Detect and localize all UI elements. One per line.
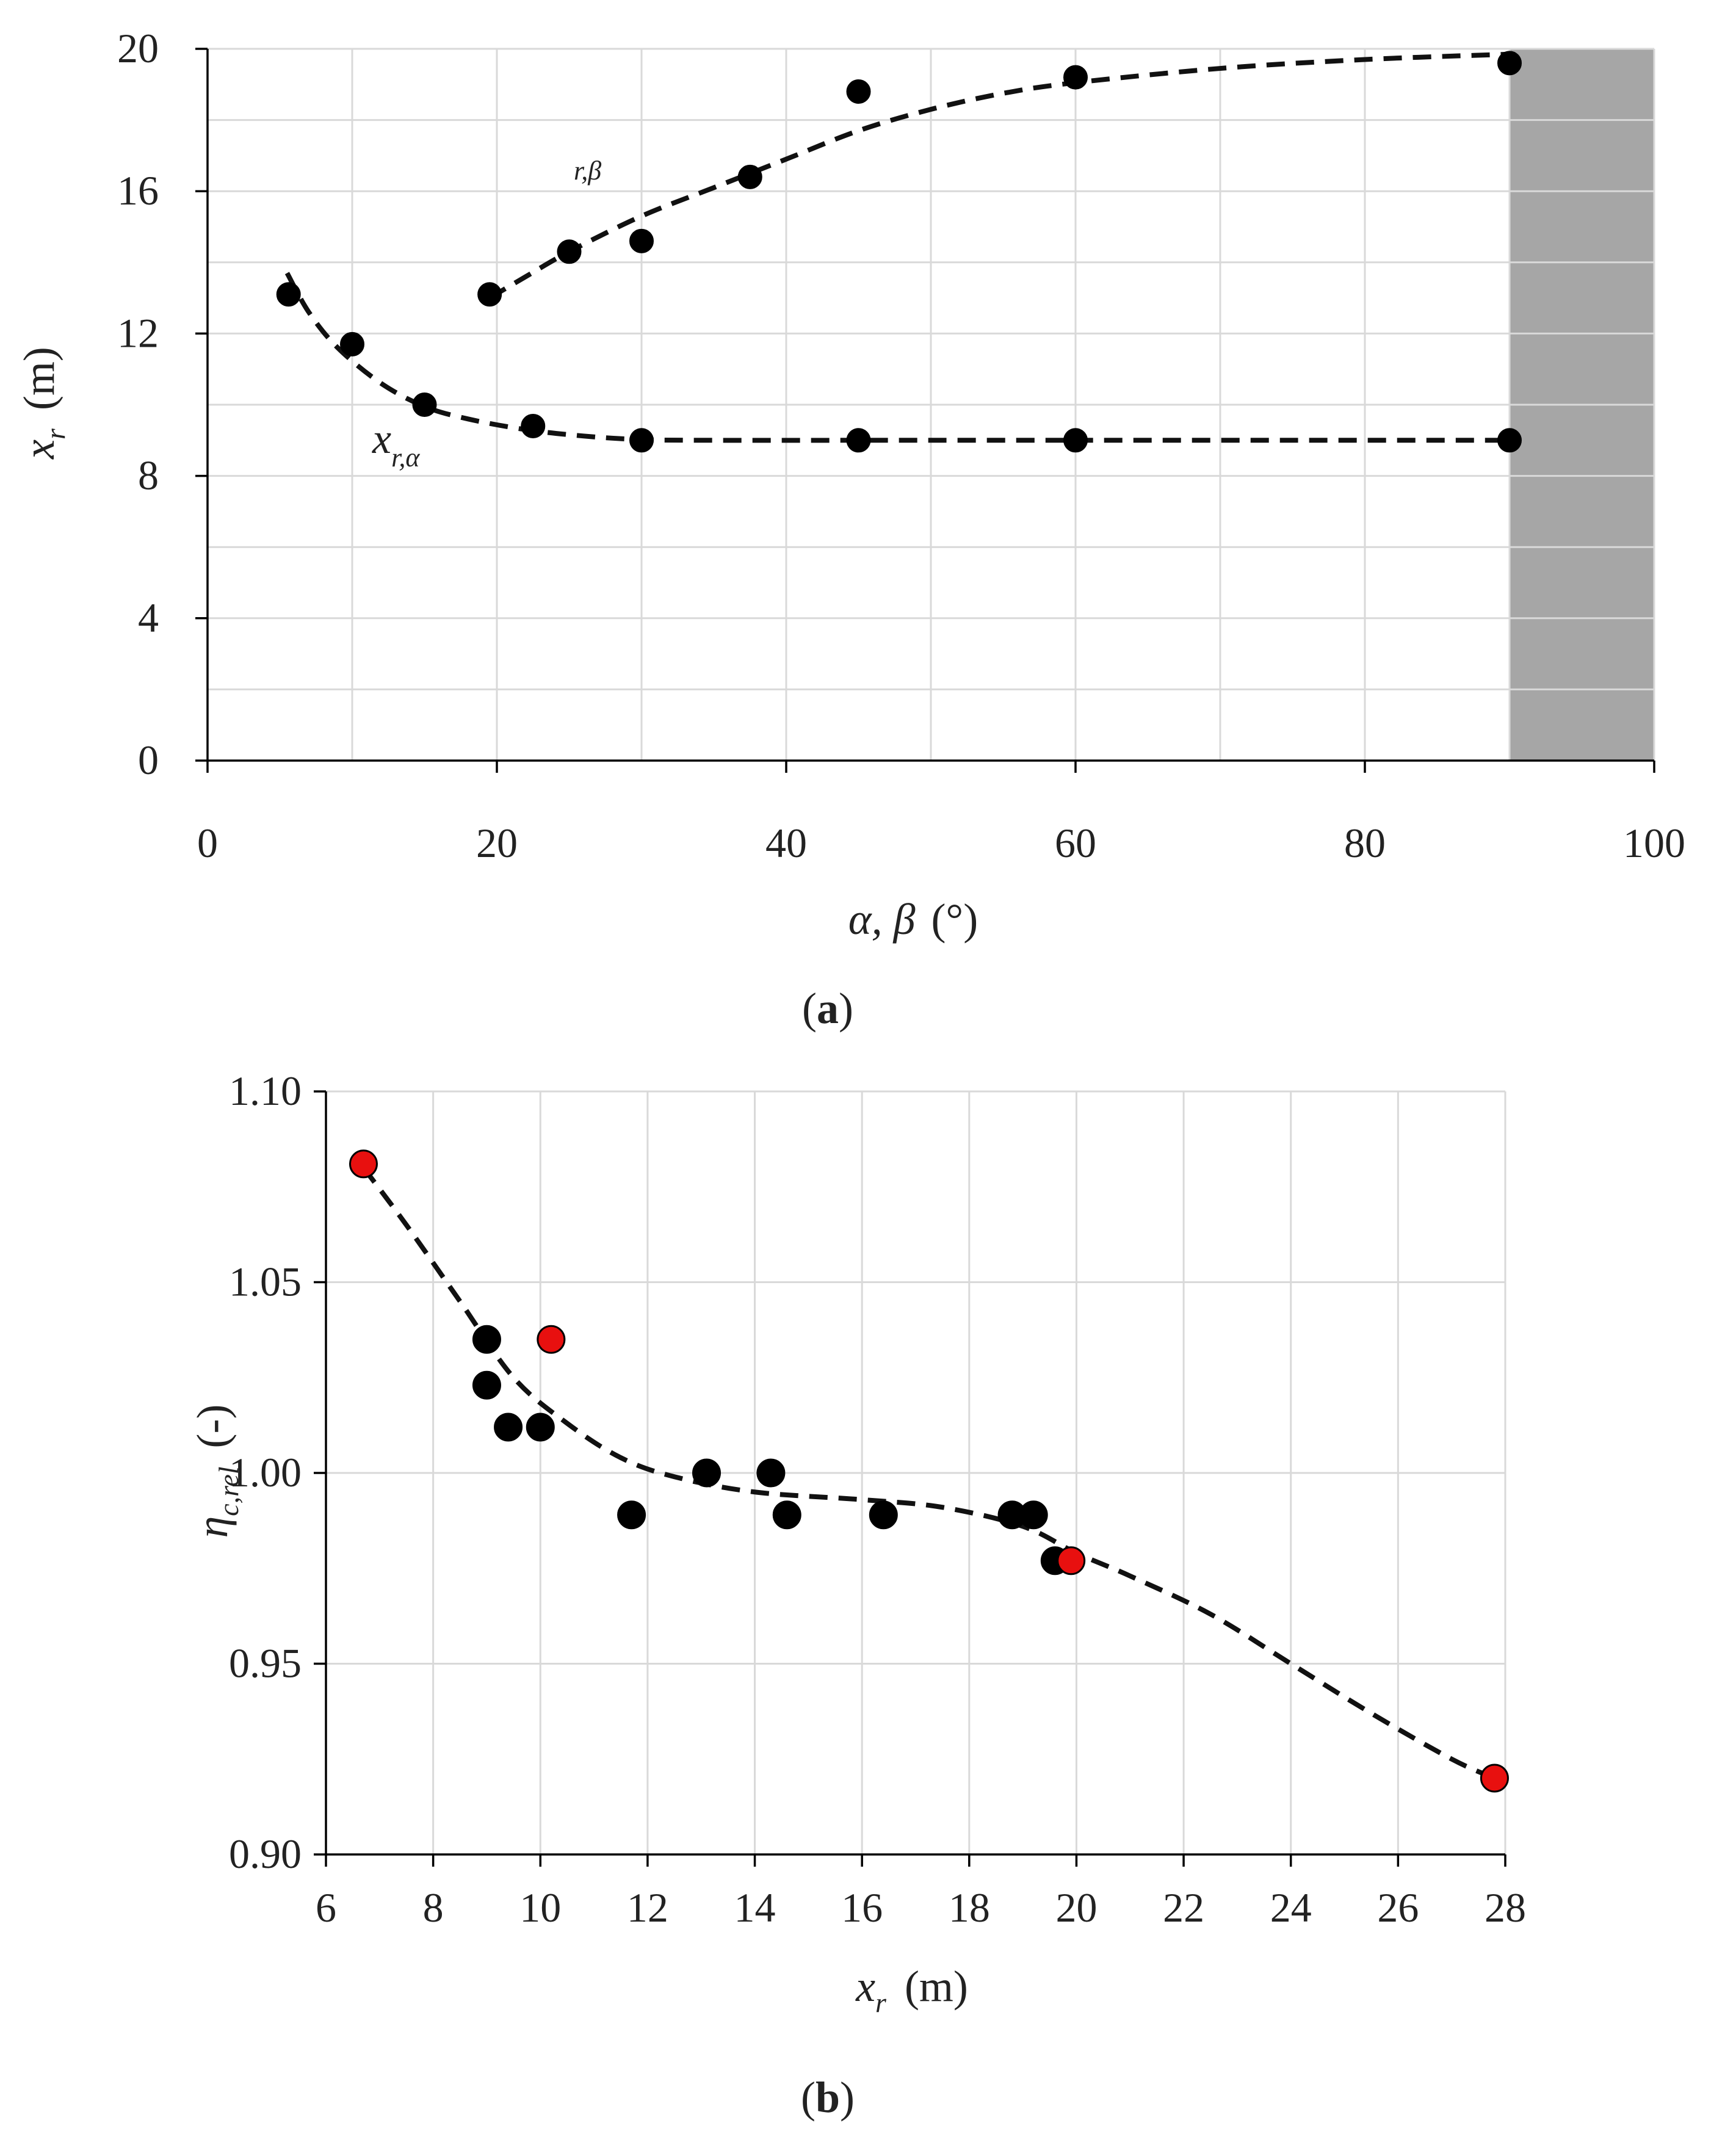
x-tick-label: 60	[1055, 820, 1096, 866]
series-label-beta: r,β	[574, 156, 601, 186]
x-tick-label: 24	[1270, 1884, 1312, 1931]
y-tick-label: 0.90	[229, 1831, 302, 1877]
x-tick-labels: 6 8 10 12 14 16 18 20 22 24 26 28	[316, 1884, 1526, 1931]
data-point	[1057, 1546, 1086, 1575]
x-tick-label: 80	[1344, 820, 1386, 866]
y-tick-label: 8	[138, 452, 159, 499]
y-tick-label: 1.00	[229, 1449, 302, 1496]
data-point	[869, 1500, 898, 1530]
x-tick-label: 12	[627, 1884, 668, 1931]
y-tick-label: 1.05	[229, 1259, 302, 1305]
data-point	[472, 1370, 501, 1400]
grid-lines	[208, 48, 1655, 761]
caption-b: (b)	[801, 2073, 855, 2122]
data-point	[1480, 1764, 1509, 1793]
data-point	[617, 1500, 646, 1530]
trend-line	[284, 272, 1510, 443]
data-point	[276, 282, 301, 307]
x-tick-labels: 0 20 40 60 80 100	[197, 820, 1685, 866]
y-tick-label: 0	[138, 737, 159, 783]
data-points	[276, 51, 1522, 453]
y-axis-label: ηc,rel(-)	[188, 1405, 244, 1538]
data-point	[1063, 65, 1088, 90]
data-points	[349, 1149, 1509, 1793]
data-point	[1019, 1500, 1048, 1530]
data-point	[756, 1458, 786, 1488]
y-tick-labels: 0.90 0.95 1.00 1.05 1.10	[229, 1068, 302, 1877]
grid-lines	[326, 1090, 1506, 1854]
data-point	[340, 331, 364, 356]
x-tick-label: 18	[949, 1884, 990, 1931]
data-point	[494, 1413, 523, 1442]
data-point	[526, 1413, 555, 1442]
data-point	[1063, 428, 1088, 453]
x-tick-label: 26	[1377, 1884, 1419, 1931]
x-tick-label: 40	[765, 820, 807, 866]
x-tick-label: 20	[1055, 1884, 1097, 1931]
axes	[195, 48, 1655, 773]
data-point	[472, 1325, 501, 1354]
data-point	[692, 1458, 722, 1488]
x-tick-label: 28	[1485, 1884, 1526, 1931]
y-tick-label: 1.10	[229, 1068, 302, 1114]
trend-curves	[284, 51, 1510, 443]
trend-curve	[361, 1166, 1496, 1781]
data-point	[846, 428, 871, 453]
caption-a: (a)	[802, 984, 853, 1033]
data-point	[477, 282, 502, 307]
y-axis-label: xr(m)	[15, 347, 71, 460]
y-tick-label: 12	[117, 309, 159, 356]
data-point	[846, 79, 871, 104]
x-tick-label: 16	[841, 1884, 883, 1931]
x-tick-label: 20	[476, 820, 518, 866]
x-tick-label: 6	[316, 1884, 336, 1931]
data-point	[772, 1500, 801, 1530]
trend-line	[488, 51, 1510, 300]
trend-line	[361, 1166, 1496, 1781]
data-point	[629, 228, 654, 253]
x-axis-label: α, β (°)	[848, 895, 978, 944]
y-tick-labels: 0 4 8 12 16 20	[117, 25, 159, 783]
y-tick-label: 20	[117, 25, 159, 71]
data-point	[537, 1325, 566, 1354]
x-tick-label: 8	[423, 1884, 444, 1931]
y-tick-label: 0.95	[229, 1640, 302, 1687]
x-tick-label: 22	[1163, 1884, 1204, 1931]
data-point	[521, 413, 546, 438]
data-point	[629, 428, 654, 453]
data-point	[1497, 428, 1522, 453]
x-tick-label: 100	[1623, 820, 1685, 866]
data-point	[737, 164, 762, 189]
y-tick-label: 16	[117, 167, 159, 214]
x-axis-label: xr (m)	[855, 1962, 968, 2018]
y-tick-label: 4	[138, 595, 159, 641]
panel-b: 6 8 10 12 14 16 18 20 22 24 26 28 0.90 0.95 1.00 1.05 1…	[188, 1068, 1526, 2122]
series-label-alpha: xr,α	[372, 416, 420, 472]
data-point	[1497, 51, 1522, 76]
x-tick-label: 0	[197, 820, 218, 866]
data-point	[557, 239, 582, 264]
data-point	[412, 392, 437, 417]
x-tick-label: 10	[519, 1884, 561, 1931]
x-tick-label: 14	[734, 1884, 776, 1931]
data-point	[349, 1149, 378, 1179]
axes	[314, 1090, 1506, 1867]
